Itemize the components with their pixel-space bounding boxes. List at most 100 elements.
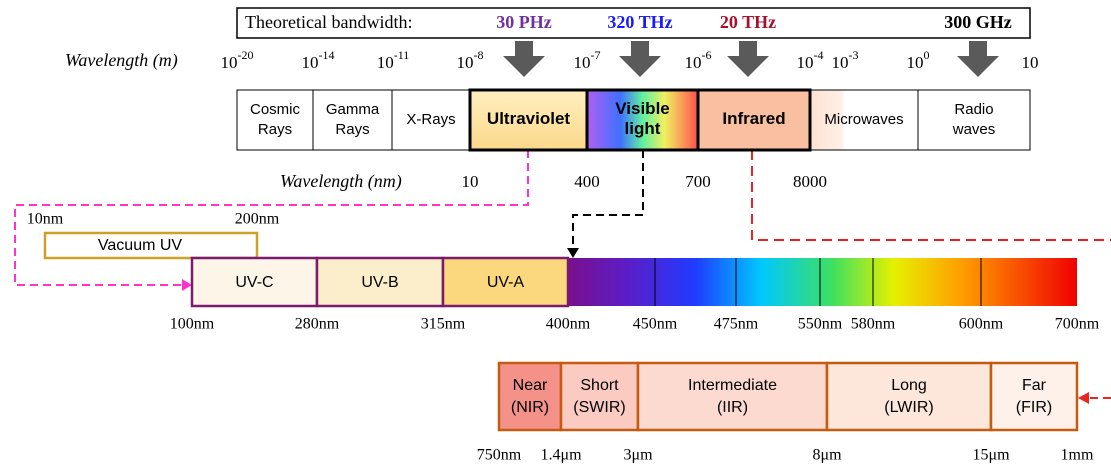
- wavelength-nm-tick: 400: [574, 172, 600, 191]
- band-label: Ultraviolet: [487, 109, 570, 128]
- wavelength-nm-tick: 700: [685, 172, 711, 191]
- wavelength-tick: 10-7: [574, 48, 601, 72]
- ir-band-label-line: Intermediate: [688, 377, 777, 394]
- bandwidth-label: Theoretical bandwidth:: [245, 12, 412, 32]
- tick-exponent: -3: [849, 48, 859, 62]
- ir-band: [989, 361, 1079, 432]
- uv-tick: 100nm: [170, 316, 215, 333]
- tick-base: 10: [797, 53, 814, 72]
- ir-band-label-line: (FIR): [1016, 399, 1052, 416]
- uv-tick: 600nm: [959, 316, 1004, 333]
- wavelength-tick: 10: [1022, 53, 1039, 72]
- frequency-label: 320 THz: [607, 12, 672, 32]
- bandwidth-arrow: [503, 41, 545, 77]
- visible-spectrum: [568, 258, 1077, 306]
- uv-tick: 580nm: [851, 316, 896, 333]
- band-cell: [236, 89, 314, 151]
- tick-exponent: -6: [702, 48, 712, 62]
- tick-exponent: -11: [394, 48, 410, 62]
- wavelength-tick: 100: [907, 48, 930, 72]
- bandwidth-arrow: [727, 41, 769, 77]
- ir-tick: 750nm: [477, 447, 522, 464]
- arrow-head: [567, 248, 579, 258]
- tick-exponent: -4: [814, 48, 824, 62]
- wavelength-tick: 10-11: [377, 48, 410, 72]
- ir-tick: 1mm: [1061, 447, 1094, 464]
- uv-connector: [14, 150, 529, 286]
- tick-base: 10: [377, 53, 394, 72]
- band-label-line: Ultraviolet: [487, 109, 570, 128]
- uv-tick: 475nm: [714, 316, 759, 333]
- bandwidth-arrow: [957, 41, 999, 77]
- tick-exponent: -20: [238, 48, 254, 62]
- wavelength-tick: 10-6: [685, 48, 712, 72]
- ir-band-label-line: Long: [891, 377, 927, 394]
- wavelength-tick: 10-8: [457, 48, 484, 72]
- ir-band-label-line: (NIR): [511, 399, 549, 416]
- band-cell: [586, 89, 699, 151]
- band-cell: [312, 89, 393, 151]
- uv-tick: 400nm: [546, 316, 591, 333]
- band-label: Microwaves: [824, 111, 903, 128]
- uv-band-label: UV-C: [235, 274, 273, 291]
- arrow-head: [1078, 392, 1089, 404]
- band-label-line: waves: [952, 121, 996, 138]
- tick-exponent: -14: [319, 48, 335, 62]
- uv-band-label: UV-B: [361, 274, 398, 291]
- bandwidth-arrow: [619, 41, 661, 77]
- axis-title: Wavelength (m): [65, 50, 178, 71]
- tick-base: 10: [832, 53, 849, 72]
- arrow-head: [182, 279, 192, 291]
- tick-base: 10: [1022, 53, 1039, 72]
- ir-band-label: Far (FIR): [1016, 377, 1052, 416]
- band-label: Visible light: [615, 99, 670, 138]
- tick-base: 10: [302, 53, 319, 72]
- ir-band-label: Intermediate (IIR): [688, 377, 777, 416]
- uv-tick: 280nm: [295, 316, 340, 333]
- tick-exponent: -8: [474, 48, 484, 62]
- wavelength-nm-tick: 10: [462, 172, 479, 191]
- band-label: Radio waves: [952, 101, 996, 138]
- band-label: X-Rays: [406, 111, 455, 128]
- band-cell: [809, 89, 919, 151]
- ir-band-label-line: Far: [1022, 377, 1047, 394]
- tick-base: 10: [221, 53, 238, 72]
- band-highlight: [696, 88, 812, 152]
- tick-base: 10: [574, 53, 591, 72]
- band-label-line: Radio: [954, 101, 993, 118]
- band-label: Cosmic Rays: [250, 101, 301, 138]
- band-label-line: Rays: [335, 121, 369, 138]
- tick-exponent: 0: [924, 48, 930, 62]
- band-label-line: Rays: [258, 121, 292, 138]
- wavelength-tick: 10-4: [797, 48, 824, 72]
- band-label-line: Cosmic: [250, 101, 301, 118]
- uv-tick: 450nm: [633, 316, 678, 333]
- frequency-label: 30 PHz: [496, 12, 552, 32]
- visible-connector: [572, 150, 644, 248]
- ir-band-label: Short (SWIR): [573, 377, 625, 416]
- band-label: Infrared: [722, 109, 785, 128]
- tick-base: 10: [685, 53, 702, 72]
- band-label: Gamma Rays: [326, 101, 380, 138]
- ir-band: [559, 361, 640, 432]
- vacuum-end: 200nm: [235, 211, 280, 228]
- ir-band: [636, 361, 829, 432]
- band-label-line: light: [625, 119, 661, 138]
- ir-band-label-line: Short: [580, 377, 619, 394]
- ir-band-label: Near (NIR): [511, 377, 549, 416]
- frequency-label: 300 GHz: [944, 12, 1012, 32]
- band-label-line: Microwaves: [824, 111, 903, 128]
- band-cell: [917, 89, 1031, 151]
- wavelength-tick: 10-20: [221, 48, 254, 72]
- ir-band-label: Long (LWIR): [884, 377, 933, 416]
- uv-band: [441, 256, 570, 308]
- uv-tick: 550nm: [798, 316, 843, 333]
- vacuum-uv-label: Vacuum UV: [98, 237, 183, 254]
- bandwidth-box: [236, 7, 1031, 39]
- ir-band-label-line: (LWIR): [884, 399, 933, 416]
- ir-tick: 15μm: [972, 447, 1010, 464]
- wavelength-tick: 10-3: [832, 48, 859, 72]
- ir-band-label-line: (IIR): [717, 399, 748, 416]
- band-label-line: Infrared: [722, 109, 785, 128]
